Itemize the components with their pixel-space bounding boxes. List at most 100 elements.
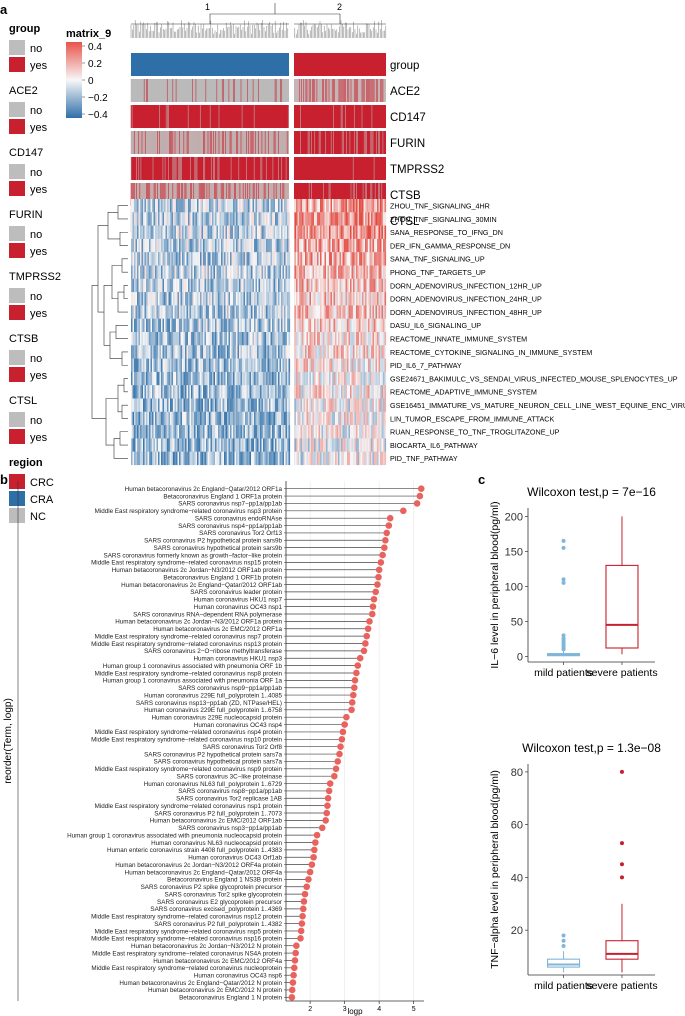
heatmap-cell [213, 438, 216, 452]
lollipop-point [322, 817, 329, 824]
heatmap-cell [284, 398, 286, 412]
heatmap-cell [263, 225, 265, 239]
heatmap-cell [311, 398, 313, 412]
heatmap-cell [374, 278, 376, 293]
heatmap-cell [329, 305, 331, 319]
heatmap-cell [353, 292, 355, 306]
heatmap-cell [173, 238, 175, 253]
heatmap-cell [257, 332, 259, 346]
heatmap-cell [231, 385, 234, 399]
heatmap-cell [146, 358, 148, 372]
heatmap-cell [282, 371, 285, 386]
heatmap-cell [351, 332, 354, 346]
heatmap-cell [255, 212, 258, 226]
heatmap-cell [212, 332, 214, 346]
heatmap-cell [282, 252, 285, 266]
heatmap-cell [339, 345, 342, 359]
heatmap-cell [384, 225, 387, 239]
heatmap-cell [209, 212, 211, 226]
heatmap-cell [320, 345, 322, 359]
heatmap-cell [200, 252, 202, 266]
heatmap-cell [309, 318, 312, 333]
heatmap-cell [371, 278, 373, 293]
heatmap-cell [339, 358, 342, 372]
heatmap-cell [374, 385, 376, 399]
heatmap-cell [255, 411, 258, 426]
heatmap-cell [234, 425, 237, 439]
heatmap-cell [251, 332, 253, 346]
heatmap-cell [249, 225, 252, 239]
heatmap-cell [176, 451, 178, 466]
heatmap-cell [383, 292, 385, 306]
heatmap-cell [363, 225, 366, 239]
heatmap-cell [314, 398, 316, 412]
heatmap-cell [285, 358, 288, 372]
heatmap-cell [345, 292, 348, 306]
lollipop-point [308, 861, 316, 868]
heatmap-cell [176, 385, 178, 399]
legend-swatch [9, 226, 25, 241]
heatmap-cell [144, 265, 147, 279]
heatmap-cell [171, 358, 174, 372]
box-outlier [561, 943, 566, 948]
heatmap-cell [227, 265, 229, 279]
heatmap-cell [167, 411, 169, 426]
heatmap-cell [155, 212, 157, 226]
heatmap-cell [378, 451, 381, 466]
heatmap-cell [167, 345, 169, 359]
heatmap-cell [359, 199, 361, 213]
heatmap-cell [296, 438, 298, 452]
heatmap-cell [185, 292, 187, 306]
heatmap-cell [306, 398, 309, 412]
heatmap-cell [252, 265, 255, 279]
heatmap-cell [146, 398, 148, 412]
heatmap-cell [267, 425, 270, 439]
heatmap-cell [194, 225, 196, 239]
heatmap-cell [218, 345, 220, 359]
heatmap-cell [224, 332, 226, 346]
heatmap-cell [192, 252, 195, 266]
heatmap-cell [282, 411, 285, 426]
heatmap-cell [263, 358, 265, 372]
heatmap-cell [231, 225, 234, 239]
heatmap-cell [377, 425, 379, 439]
heatmap-cell [194, 345, 196, 359]
heatmap-cell [162, 292, 165, 306]
heatmap-cell [191, 252, 193, 266]
heatmap-cell [314, 371, 316, 386]
heatmap-cell [297, 345, 300, 359]
heatmap-cell [189, 345, 192, 359]
heatmap-cell [200, 358, 202, 372]
heatmap-cell [384, 212, 387, 226]
heatmap-cell [312, 252, 315, 266]
heatmap-cell [273, 438, 276, 452]
heatmap-cell [167, 305, 169, 319]
heatmap-cell [149, 345, 151, 359]
heatmap-cell [161, 425, 163, 439]
heatmap-cell [284, 252, 286, 266]
heatmap-cell [228, 199, 231, 213]
heatmap-cell [242, 238, 244, 253]
colorbar: matrix_9 0.40.20−0.2−0.4 [66, 28, 111, 121]
heatmap-cell [242, 411, 244, 426]
heatmap-cell [360, 438, 363, 452]
heatmap-cell [296, 212, 298, 226]
lollipop-point [299, 905, 307, 913]
heatmap-cell [273, 398, 276, 412]
heatmap-cell [279, 425, 282, 439]
heatmap-cell [219, 265, 222, 279]
heatmap-cell [174, 411, 177, 426]
heatmap-cell [366, 318, 369, 333]
heatmap-cell [228, 305, 231, 319]
legend-label: yes [30, 246, 48, 258]
heatmap-cell [177, 385, 180, 399]
heatmap-cell [303, 451, 306, 466]
heatmap-cell [204, 305, 207, 319]
heatmap-cell [251, 212, 253, 226]
heatmap-cell [246, 212, 249, 226]
heatmap-cell [240, 358, 243, 372]
heatmap-cell [338, 371, 340, 386]
heatmap-cell [276, 225, 279, 239]
heatmap-cell [201, 411, 204, 426]
heatmap-cell [233, 358, 235, 372]
